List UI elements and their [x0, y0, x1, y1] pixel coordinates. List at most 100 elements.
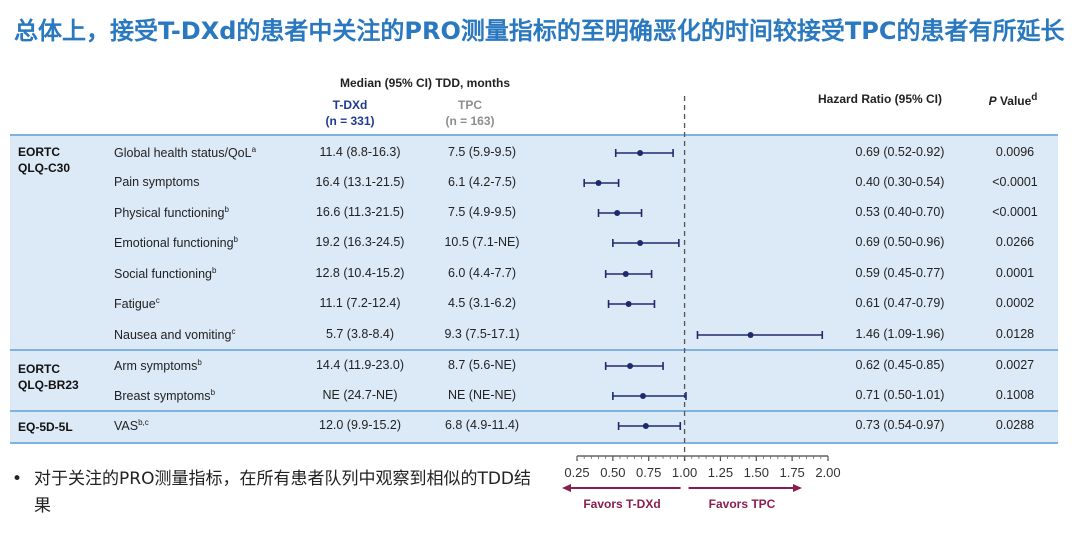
hr-point: [627, 363, 634, 369]
outcome-label: Fatiguec: [114, 296, 160, 311]
band-qlq-c30: [10, 136, 1058, 349]
outcome-footnote: c: [231, 327, 236, 336]
section-label-qlq-c30: EORTC QLQ-C30: [18, 144, 70, 176]
tpc-n-label: (n = 163): [445, 114, 495, 128]
outcome-label: Pain symptoms: [114, 175, 200, 189]
outcome-label: Nausea and vomitingc: [114, 327, 235, 342]
section-line1: EQ-5D-5L: [18, 420, 73, 434]
hazard-ratio-value: 0.71 (0.50-1.01): [855, 388, 945, 402]
p-value: <0.0001: [992, 205, 1038, 219]
x-tick-label: 1.75: [779, 465, 804, 480]
p-value-header: P Valued: [968, 92, 1058, 108]
median-tdd-header: Median (95% CI) TDD, months: [339, 76, 510, 90]
tpc-median-value: 6.0 (4.4-7.7): [447, 266, 517, 280]
hazard-ratio-value: 1.46 (1.09-1.96): [855, 327, 945, 341]
hazard-ratio-value: 0.59 (0.45-0.77): [855, 266, 945, 280]
x-tick-label: 1.50: [744, 465, 769, 480]
txdd-median-value: 16.6 (11.3-21.5): [315, 205, 405, 219]
p-value: 0.1008: [995, 388, 1035, 402]
section-label-eq5d: EQ-5D-5L: [18, 419, 73, 435]
x-tick-label: 2.00: [815, 465, 840, 480]
hazard-ratio-header: Hazard Ratio (95% CI): [817, 92, 943, 106]
x-tick-label: 0.75: [636, 465, 661, 480]
outcome-text: Fatigue: [114, 297, 156, 312]
p-value: 0.0096: [995, 145, 1035, 159]
hr-point: [614, 210, 621, 216]
hazard-ratio-value: 0.53 (0.40-0.70): [855, 205, 945, 219]
favors-tpc-label: Favors TPC: [709, 497, 776, 511]
p-value-italic: P: [988, 94, 997, 108]
x-tick-label: 0.25: [564, 465, 589, 480]
hr-point: [642, 423, 649, 429]
tpc-median-value: 10.5 (7.1-NE): [444, 235, 520, 249]
section-label-qlq-br23: EORTC QLQ-BR23: [18, 361, 79, 393]
bullet-dot: •: [12, 469, 23, 489]
outcome-text: Physical functioning: [114, 206, 225, 221]
band-qlq-br23: [10, 351, 1058, 410]
outcome-footnote: a: [251, 145, 257, 154]
favors-right-arrowhead: [793, 484, 802, 492]
hr-point: [625, 301, 632, 307]
txdd-arm-label: T-DXd: [332, 98, 368, 112]
outcome-footnote: b: [224, 205, 229, 214]
tpc-median-value: 4.5 (3.1-6.2): [447, 296, 517, 310]
txdd-median-value: 16.4 (13.1-21.5): [315, 175, 405, 189]
hr-point: [622, 271, 629, 277]
hr-point: [637, 150, 644, 156]
summary-bullet: • 对于关注的PRO测量指标，在所有患者队列中观察到相似的TDD结果: [12, 466, 532, 520]
hr-point: [747, 332, 754, 338]
outcome-text: Global health status/QoL: [114, 146, 252, 161]
favors-left-arrowhead: [562, 484, 571, 492]
outcome-label: VASb,c: [114, 418, 149, 433]
outcome-footnote: b: [211, 266, 217, 275]
bullet-text: 对于关注的PRO测量指标，在所有患者队列中观察到相似的TDD结果: [34, 469, 532, 516]
hazard-ratio-value: 0.40 (0.30-0.54): [855, 175, 945, 189]
separator-2: [10, 410, 1058, 412]
x-tick-label: 1.25: [708, 465, 733, 480]
separator-1: [10, 349, 1058, 351]
tpc-median-value: 9.3 (7.5-17.1): [444, 327, 520, 341]
outcome-footnote: b: [233, 235, 238, 244]
tpc-arm-label: TPC: [458, 98, 482, 112]
tpc-median-value: 6.8 (4.9-11.4): [444, 418, 520, 432]
tpc-median-value: 6.1 (4.2-7.5): [447, 175, 517, 189]
txdd-median-value: NE (24.7-NE): [322, 388, 398, 402]
section-line1: EORTC: [18, 145, 60, 159]
section-line2: QLQ-BR23: [18, 378, 79, 392]
outcome-text: Social functioning: [114, 267, 212, 282]
tpc-median-value: NE (NE-NE): [447, 388, 517, 402]
outcome-footnote: b,c: [138, 418, 149, 427]
txdd-median-value: 19.2 (16.3-24.5): [315, 235, 405, 249]
outcome-text: Arm symptoms: [114, 359, 198, 374]
outcome-text: VAS: [114, 419, 139, 434]
separator-top: [10, 134, 1058, 136]
txdd-median-value: 11.4 (8.8-16.3): [319, 145, 401, 159]
tpc-median-value: 7.5 (4.9-9.5): [447, 205, 517, 219]
txdd-median-value: 14.4 (11.9-23.0): [315, 358, 405, 372]
p-value: 0.0001: [995, 266, 1035, 280]
outcome-footnote: b: [210, 388, 216, 397]
p-value-sup: d: [1031, 92, 1038, 103]
outcome-text: Emotional functioning: [114, 236, 234, 251]
txdd-median-value: 12.8 (10.4-15.2): [315, 266, 405, 280]
outcome-label: Breast symptomsb: [114, 388, 215, 403]
p-value: 0.0128: [995, 327, 1035, 341]
txdd-median-value: 12.0 (9.9-15.2): [319, 418, 401, 432]
p-value: 0.0266: [995, 235, 1035, 249]
p-value: 0.0002: [995, 296, 1035, 310]
outcome-label: Emotional functioningb: [114, 235, 238, 250]
favors-txdd-label: Favors T-DXd: [583, 497, 660, 511]
hazard-ratio-value: 0.61 (0.47-0.79): [855, 296, 945, 310]
band-eq5d: [10, 412, 1058, 442]
hazard-ratio-value: 0.69 (0.52-0.92): [855, 145, 945, 159]
hr-point: [639, 393, 646, 399]
outcome-footnote: c: [155, 296, 160, 305]
section-line2: QLQ-C30: [18, 161, 71, 175]
p-value: 0.0027: [995, 358, 1035, 372]
x-tick-label: 1.00: [672, 465, 697, 480]
tpc-median-value: 7.5 (5.9-9.5): [447, 145, 517, 159]
txdd-median-value: 11.1 (7.2-12.4): [319, 296, 401, 310]
section-line1: EORTC: [18, 362, 60, 376]
outcome-footnote: b: [197, 358, 202, 367]
